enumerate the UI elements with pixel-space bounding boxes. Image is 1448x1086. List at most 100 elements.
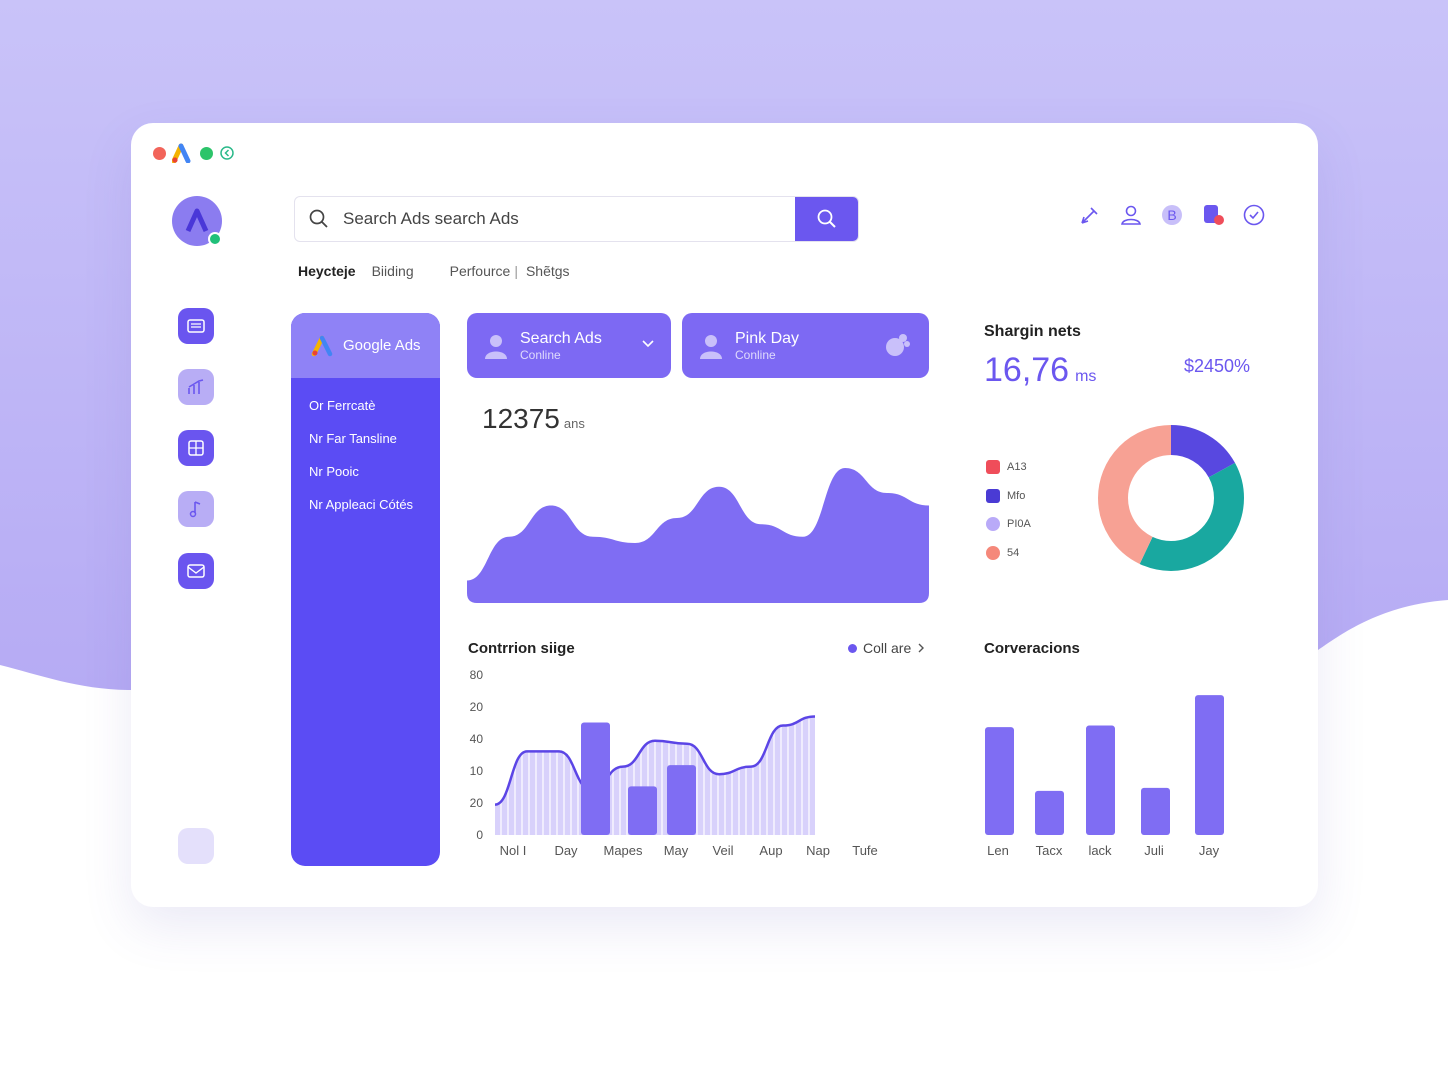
grid-icon bbox=[188, 440, 204, 456]
bar bbox=[1035, 790, 1064, 835]
chart-filter-label: Coll are bbox=[863, 640, 912, 656]
y-tick-label: 20 bbox=[469, 700, 483, 714]
maximize-dot-icon[interactable] bbox=[200, 146, 213, 160]
metric-unit: ans bbox=[563, 416, 585, 431]
shield-check-icon[interactable] bbox=[1242, 203, 1266, 227]
metric-value-block: 12375 ans bbox=[482, 403, 585, 435]
rail-music-button[interactable] bbox=[178, 491, 214, 527]
legend-item: A13 bbox=[986, 453, 1031, 482]
list-icon bbox=[187, 319, 205, 333]
bar bbox=[667, 765, 696, 835]
rail-analytics-button[interactable] bbox=[178, 369, 214, 405]
card-subtitle: Conline bbox=[735, 347, 776, 362]
bitcoin-icon[interactable]: B bbox=[1160, 203, 1184, 227]
campaign-panel-header[interactable]: Google Ads bbox=[291, 313, 440, 378]
stats-value-block: 16,76 ms bbox=[984, 351, 1096, 390]
legend-label: Mfo bbox=[1007, 489, 1026, 502]
legend-item: Mfo bbox=[986, 482, 1031, 511]
bar-chart-title: Corveracions bbox=[984, 640, 1080, 657]
group-icon bbox=[886, 334, 910, 356]
donut-segment bbox=[1098, 425, 1244, 571]
bar bbox=[1086, 725, 1115, 835]
rail-grid-button[interactable] bbox=[178, 430, 214, 466]
bar bbox=[1141, 787, 1170, 835]
pink-day-card[interactable]: Pink Day Conline bbox=[682, 313, 929, 378]
line-series bbox=[494, 715, 816, 806]
stats-unit: ms bbox=[1075, 368, 1097, 385]
legend-label: 54 bbox=[1007, 546, 1020, 559]
x-tick-label: Day bbox=[554, 843, 578, 858]
refresh-icon[interactable] bbox=[219, 145, 235, 161]
stats-title: Shargin nets bbox=[984, 323, 1081, 340]
bar bbox=[985, 727, 1014, 835]
rail-mail-button[interactable] bbox=[178, 553, 214, 589]
search-input[interactable] bbox=[343, 209, 795, 229]
card-title: Search Ads bbox=[520, 329, 602, 347]
line-bar-chart bbox=[494, 715, 816, 835]
list-item[interactable]: Nr Pooic bbox=[309, 464, 359, 479]
pen-icon[interactable] bbox=[1078, 203, 1102, 227]
line-chart-title: Contrrion siige bbox=[468, 640, 575, 657]
card-subtitle: Conline bbox=[520, 347, 561, 362]
svg-text:B: B bbox=[1167, 207, 1176, 223]
close-dot-icon[interactable] bbox=[153, 146, 166, 160]
legend-dot bbox=[848, 643, 857, 653]
mail-icon bbox=[187, 564, 205, 578]
google-ads-logo-icon bbox=[311, 335, 333, 356]
donut-chart bbox=[1098, 425, 1244, 571]
tab-separator: | bbox=[514, 263, 518, 279]
list-item[interactable]: Or Ferrcatè bbox=[309, 398, 376, 413]
stats-value: 16,76 bbox=[984, 351, 1070, 389]
y-tick-label: 10 bbox=[469, 764, 483, 778]
legend-swatch bbox=[986, 460, 1000, 475]
donut-segment bbox=[1098, 425, 1244, 571]
chart-filter-link[interactable]: Coll are bbox=[848, 640, 925, 656]
y-axis-labels: 80 20 40 10 20 0 bbox=[467, 668, 483, 860]
bar bbox=[628, 786, 657, 835]
legend-item: 54 bbox=[986, 539, 1031, 568]
legend-swatch bbox=[986, 488, 1000, 503]
campaign-panel-title: Google Ads bbox=[343, 337, 421, 354]
tab-performance[interactable]: Perfource bbox=[449, 263, 511, 279]
rail-settings-button[interactable] bbox=[178, 828, 214, 864]
avatar[interactable] bbox=[172, 196, 222, 246]
donut-legend: A13 Mfo PI0A 54 bbox=[986, 453, 1031, 567]
search-ads-card[interactable]: Search Ads Conline bbox=[467, 313, 671, 378]
x-tick-label: Veil bbox=[712, 843, 734, 858]
google-ads-logo-icon bbox=[172, 143, 191, 163]
rail-list-button[interactable] bbox=[178, 308, 214, 344]
legend-swatch bbox=[986, 517, 1000, 532]
chevron-down-icon[interactable] bbox=[641, 339, 655, 349]
chart-icon bbox=[188, 379, 204, 394]
area-series bbox=[467, 468, 929, 603]
window-controls bbox=[153, 143, 235, 163]
area-chart bbox=[467, 468, 929, 603]
music-note-icon bbox=[189, 501, 201, 518]
notification-icon[interactable] bbox=[1201, 203, 1225, 227]
legend-item: PI0A bbox=[986, 510, 1031, 539]
legend-label: PI0A bbox=[1007, 518, 1031, 531]
search-icon bbox=[817, 209, 836, 228]
user-icon[interactable] bbox=[1119, 203, 1143, 227]
x-tick-label: Mapes bbox=[603, 843, 643, 858]
y-tick-label: 0 bbox=[476, 828, 483, 842]
list-item[interactable]: Nr Appleaci Cótés bbox=[309, 497, 414, 512]
bar-chart bbox=[985, 695, 1224, 835]
tab-overview[interactable]: Heycteje bbox=[298, 263, 356, 279]
online-badge bbox=[208, 232, 222, 246]
search-icon bbox=[295, 209, 343, 229]
list-item[interactable]: Nr Far Tansline bbox=[309, 431, 397, 446]
x-tick-label: Juli bbox=[1144, 843, 1164, 858]
y-tick-label: 20 bbox=[469, 796, 483, 810]
stats-percent: $2450% bbox=[1184, 356, 1251, 376]
x-tick-label: lack bbox=[1088, 843, 1112, 858]
tab-settings[interactable]: Shẽtgs bbox=[525, 263, 570, 279]
tab-billing[interactable]: Biiding bbox=[371, 263, 414, 279]
x-tick-label: Aup bbox=[759, 843, 783, 858]
search-button[interactable] bbox=[795, 197, 858, 241]
card-title: Pink Day bbox=[735, 329, 800, 347]
legend-label: A13 bbox=[1007, 461, 1027, 474]
chevron-right-icon bbox=[918, 643, 925, 653]
x-tick-label: Nap bbox=[806, 843, 830, 858]
bar bbox=[1195, 695, 1224, 835]
